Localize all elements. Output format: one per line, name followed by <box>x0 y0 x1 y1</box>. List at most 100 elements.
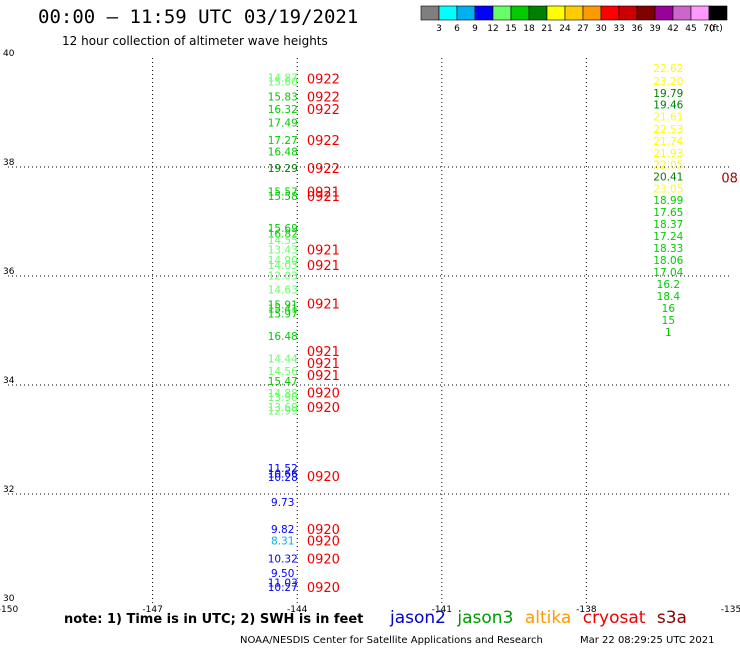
wave-height-point: 23.05 <box>653 183 683 195</box>
wave-height-point: 9.50 <box>271 568 294 580</box>
wave-height-point: 17.04 <box>653 267 683 279</box>
colorbar-swatch <box>492 5 512 21</box>
colorbar-swatch <box>582 5 602 21</box>
wave-height-point: 12.99 <box>268 406 298 418</box>
satellite-legend: jason2 jason3 altika cryosat s3a <box>390 608 693 628</box>
x-tick-labels: -150 -147 -144 -141 -138 -135 <box>0 605 740 615</box>
wave-height-point: 16.48 <box>268 331 298 343</box>
wave-height-point: 19.29 <box>268 163 298 175</box>
colorbar-label: 12 <box>487 24 498 34</box>
colorbar-label: 30 <box>595 24 607 34</box>
chart-subtitle: 12 hour collection of altimeter wave hei… <box>62 34 328 48</box>
satellite-s3a: s3a <box>656 608 687 628</box>
time-labels: 0922092209220922092209210921092109210921… <box>307 73 738 596</box>
wave-height-point: 13.90 <box>268 392 298 404</box>
wave-height-point: 10.28 <box>268 472 298 484</box>
wave-height-point: 15.41 <box>268 304 298 316</box>
wave-height-point: 11.52 <box>268 463 298 475</box>
wave-height-point: 13.69 <box>268 402 298 414</box>
wave-height-point: 1 <box>665 327 672 339</box>
colorbar-swatch <box>672 5 692 21</box>
colorbar-swatch <box>528 5 548 21</box>
wave-height-point: 14.55 <box>268 235 298 247</box>
wave-height-point: 15.91 <box>268 299 298 311</box>
wave-height-point: 14.87 <box>268 73 298 85</box>
wave-height-point: 10.66 <box>268 468 298 480</box>
wave-height-point: 9.82 <box>271 524 294 536</box>
colorbar-swatch <box>618 5 638 21</box>
wave-height-point: 16.48 <box>268 147 298 159</box>
time-label: 0920 <box>307 470 340 485</box>
colorbar-label: 9 <box>472 24 478 34</box>
time-label: 0922 <box>307 103 340 118</box>
y-tick-label: 34 <box>3 376 15 386</box>
x-tick-label: -141 <box>432 605 452 615</box>
time-label: 0921 <box>307 243 340 258</box>
wave-height-point: 14.90 <box>268 255 298 267</box>
wave-height-point: 15.69 <box>268 223 298 235</box>
wave-height-point: 14.56 <box>268 366 298 378</box>
chart-title: 00:00 – 11:59 UTC 03/19/2021 <box>38 6 359 28</box>
wave-height-point: 18.33 <box>653 243 683 255</box>
time-label: 0921 <box>307 186 340 201</box>
y-tick-label: 30 <box>3 594 15 604</box>
time-label: 0921 <box>307 369 340 384</box>
colorbar-swatch <box>690 5 710 21</box>
colorbar-swatch <box>438 5 458 21</box>
satellite-jason3: jason3 <box>457 608 514 628</box>
colorbar-label: 6 <box>454 24 460 34</box>
wave-height-point: 16.82 <box>268 228 298 240</box>
wave-height-point: 12.03 <box>268 270 298 282</box>
satellite-altika: altika <box>524 608 572 628</box>
wave-height-point: 15.47 <box>268 376 298 388</box>
x-tick-label: -135 <box>721 605 740 615</box>
colorbar-label: 18 <box>523 24 535 34</box>
wave-height-point: 18.4 <box>657 291 681 303</box>
wave-height-point: 13.43 <box>268 244 298 256</box>
y-tick-labels: 30 32 34 36 38 40 <box>3 49 15 604</box>
colorbar-label: 27 <box>577 24 588 34</box>
wave-height-point: 15.97 <box>268 309 298 321</box>
wave-height-point: 19.46 <box>653 99 683 111</box>
colorbar-label: 24 <box>559 24 571 34</box>
x-tick-label: -147 <box>142 605 162 615</box>
colorbar-swatch <box>636 5 656 21</box>
wave-height-point: 22.05 <box>653 159 683 171</box>
wave-height-point: 8.31 <box>271 535 294 547</box>
colorbar-swatch <box>456 5 476 21</box>
colorbar-swatch <box>420 5 440 21</box>
time-label: 0922 <box>307 91 340 106</box>
time-label: 0921 <box>307 259 340 274</box>
wave-height-point: 15.58 <box>268 191 298 203</box>
wave-height-point: 15.57 <box>268 187 298 199</box>
wave-height-point: 11.03 <box>268 577 298 589</box>
satellite-cryosat: cryosat <box>582 608 646 628</box>
wave-height-point: 18.37 <box>653 219 683 231</box>
time-label: 0920 <box>307 387 340 402</box>
y-tick-label: 40 <box>3 49 15 59</box>
colorbar-swatch <box>564 5 584 21</box>
credit-line: NOAA/NESDIS Center for Satellite Applica… <box>240 635 543 646</box>
colorbar-label: 70 <box>703 24 715 34</box>
wave-height-point: 15 <box>662 315 675 327</box>
satellite-jason2: jason2 <box>390 608 446 628</box>
colorbar-label: 3 <box>436 24 442 34</box>
time-label: 08 <box>721 171 738 186</box>
colorbar-label: 21 <box>541 24 552 34</box>
time-label: 0920 <box>307 581 340 596</box>
colorbar-legend: 3 6 9 12 15 18 21 24 27 30 33 36 39 42 45 70(ft) <box>420 5 728 34</box>
time-label: 0922 <box>307 73 340 88</box>
y-tick-label: 32 <box>3 485 14 495</box>
wave-height-point: 23.20 <box>653 76 683 88</box>
wave-height-point: 15.60 <box>268 76 298 88</box>
x-tick-label: -144 <box>287 605 308 615</box>
colorbar-unit: (ft) <box>709 24 723 34</box>
units-note: note: 1) Time is in UTC; 2) SWH is in fe… <box>64 612 364 627</box>
colorbar-label: 45 <box>685 24 696 34</box>
wave-height-point: 14.88 <box>268 388 298 400</box>
wave-height-point: 16.32 <box>268 104 298 116</box>
wave-height-point: 22.62 <box>653 63 683 75</box>
colorbar-label: 39 <box>649 24 661 34</box>
time-label: 0922 <box>307 162 340 177</box>
